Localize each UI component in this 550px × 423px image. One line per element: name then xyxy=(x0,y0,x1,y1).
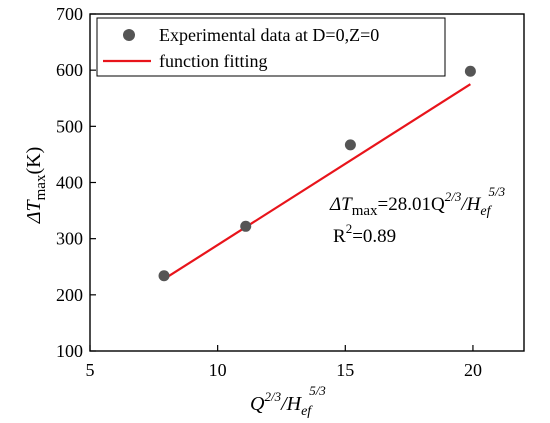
eq-prefix: ΔT xyxy=(329,194,353,215)
ylabel-prefix: ΔT xyxy=(23,198,45,224)
legend-box xyxy=(96,17,446,77)
x-tick-label: 5 xyxy=(86,360,95,380)
y-tick-label: 700 xyxy=(56,4,83,24)
y-tick-label: 200 xyxy=(56,285,83,305)
x-tick-label: 20 xyxy=(464,360,482,380)
x-axis-label: Q2/3/Hef 5/3 xyxy=(250,383,326,419)
r-label: R xyxy=(333,226,346,247)
xlabel-sup2: 5/3 xyxy=(309,383,326,398)
r-value: =0.89 xyxy=(352,226,396,247)
eq-sub2: ef xyxy=(480,204,492,219)
y-tick-label: 100 xyxy=(56,341,83,361)
eq-sup2: 5/3 xyxy=(488,184,505,199)
xlabel-slash: /H xyxy=(280,393,303,415)
y-tick-label: 500 xyxy=(56,116,83,136)
legend: Experimental data at D=0,Z=0 function fi… xyxy=(96,17,446,77)
fit-line xyxy=(163,83,471,281)
y-tick-label: 400 xyxy=(56,173,83,193)
ylabel-suffix: (K) xyxy=(23,147,45,175)
fit-equation: ΔTmax=28.01Q2/3/Hef 5/3 xyxy=(329,184,506,219)
legend-label-experimental: Experimental data at D=0,Z=0 xyxy=(159,25,379,45)
ylabel-sub: max xyxy=(33,174,49,200)
y-axis: 100 200 300 400 500 600 700 xyxy=(56,4,96,361)
data-point xyxy=(240,220,252,232)
eq-slash: /H xyxy=(460,194,481,215)
eq-mid: =28.01Q xyxy=(378,194,445,215)
legend-marker-experimental xyxy=(123,29,135,41)
data-point xyxy=(344,139,356,151)
y-axis-label: ΔTmax(K) xyxy=(23,147,49,224)
x-tick-label: 10 xyxy=(209,360,227,380)
data-point xyxy=(158,270,170,282)
r-sup: 2 xyxy=(346,221,353,236)
legend-label-fitting: function fitting xyxy=(159,51,267,71)
y-tick-label: 600 xyxy=(56,60,83,80)
y-tick-label: 300 xyxy=(56,229,83,249)
chart-marks xyxy=(158,65,476,282)
eq-sub: max xyxy=(352,203,378,219)
r-squared: R2=0.89 xyxy=(333,221,396,247)
xlabel-sub: ef xyxy=(301,404,313,419)
xlabel-base: Q xyxy=(250,393,265,415)
x-axis: 5 10 15 20 xyxy=(86,345,482,380)
eq-sup1: 2/3 xyxy=(445,189,462,204)
xlabel-sup1: 2/3 xyxy=(264,389,281,404)
x-tick-label: 15 xyxy=(336,360,354,380)
data-point xyxy=(464,65,476,77)
